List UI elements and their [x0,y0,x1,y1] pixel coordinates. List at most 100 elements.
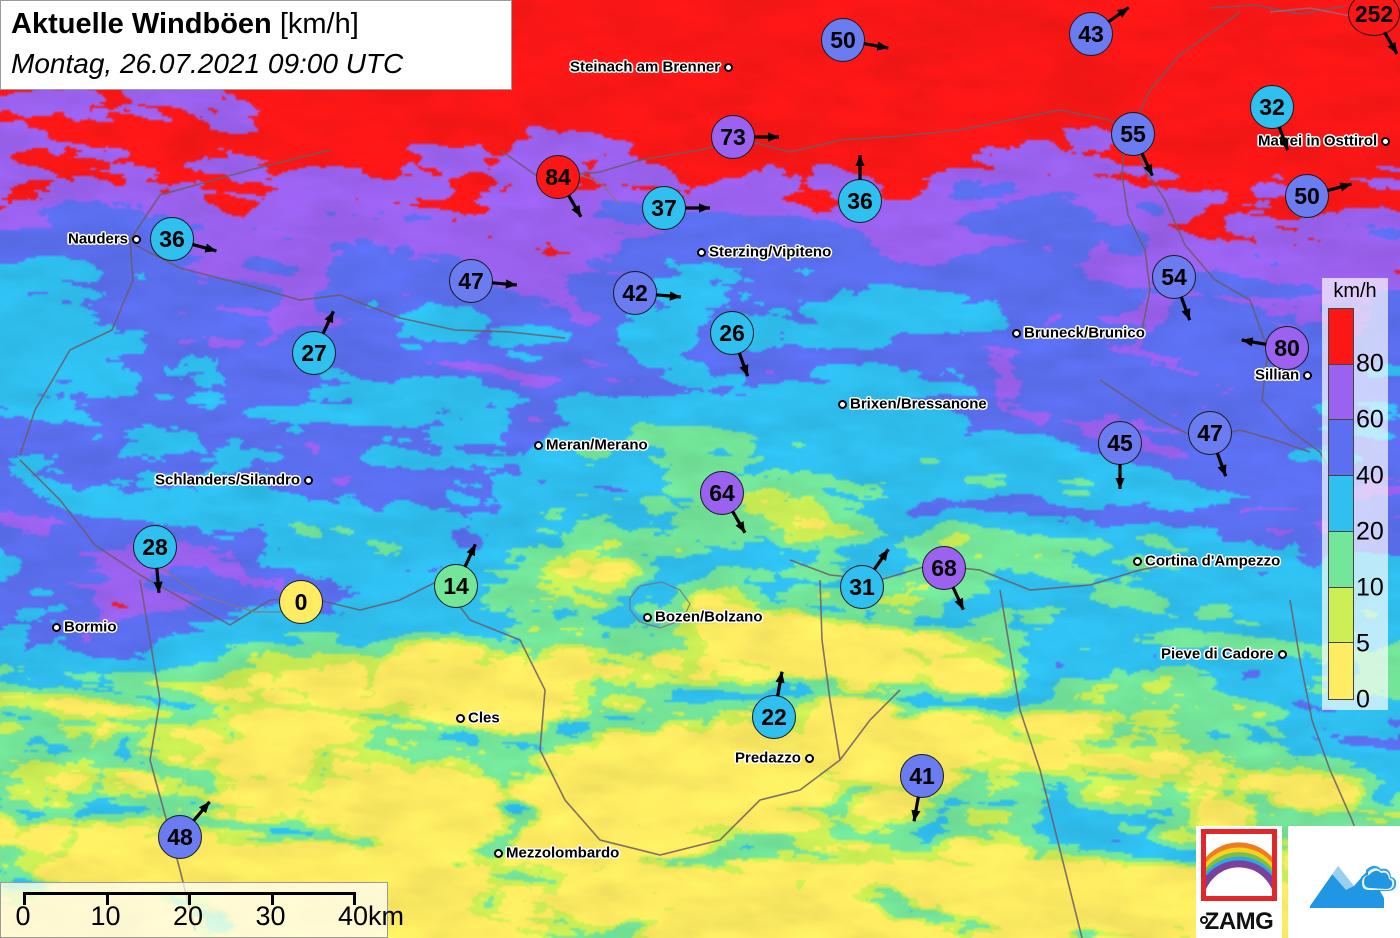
wind-station-marker[interactable]: 48 [158,800,211,859]
wind-gust-value: 252 [1348,0,1400,36]
city-label: Brixen/Bressanone [838,395,987,413]
city-label: Bormio [52,618,117,636]
wind-gust-value: 55 [1111,112,1155,156]
city-label: Bozen/Bolzano [643,608,763,626]
city-marker-dot [804,753,814,763]
city-label: Predazzo [735,749,814,767]
wind-station-marker[interactable]: 84 [536,155,583,218]
map-title-unit: [km/h] [279,8,359,40]
city-marker-dot [52,622,61,632]
map-title-main: Aktuelle Windböen [11,8,272,40]
scale-bar-labels: 0 10 20 30 40km [1,901,404,935]
wind-station-marker[interactable]: 28 [133,525,177,593]
wind-station-marker[interactable]: 73 [711,115,779,159]
city-name: Pieve di Cadore [1161,645,1274,663]
wind-gust-value: 47 [1188,411,1232,455]
wind-station-marker[interactable]: 68 [922,546,966,611]
wind-station-marker[interactable]: 41 [900,754,944,822]
legend-tick-60: 60 [1356,405,1384,434]
city-name: Matrei in Osttirol [1258,132,1378,150]
city-marker-dot [534,440,543,450]
wind-station-marker[interactable]: 22 [752,671,796,739]
wind-gust-value: 22 [752,695,796,739]
wind-station-marker[interactable]: 54 [1152,255,1196,321]
scale-label-4: 40km [337,901,405,931]
legend-tick-80: 80 [1356,349,1384,378]
city-name: Cortina d'Ampezzo [1145,552,1281,570]
wind-station-marker[interactable]: 252 [1348,0,1400,55]
degree-ring-icon [1200,916,1208,924]
city-label: Cortina d'Ampezzo [1133,552,1280,570]
city-name: Nauders [68,230,129,248]
scale-tick-3 [270,892,274,905]
wind-gust-value: 27 [292,331,336,375]
wind-station-marker[interactable]: 42 [613,271,681,315]
partner-logo [1288,826,1400,938]
city-label: Pieve di Cadore [1161,645,1287,663]
legend-title: km/h [1333,280,1377,302]
wind-station-marker[interactable]: 26 [710,311,754,377]
wind-gust-value: 28 [133,525,177,569]
city-marker-dot [838,399,847,409]
wind-station-marker[interactable]: 36 [838,155,882,223]
city-name: Bormio [64,618,117,636]
wind-gust-value: 73 [711,115,755,159]
wind-station-marker[interactable]: 50 [821,18,889,62]
wind-station-marker[interactable]: 0 [279,580,323,624]
wind-station-marker[interactable]: 80 [1241,326,1309,370]
zamg-rainbow-icon [1201,829,1277,901]
wind-station-marker[interactable]: 14 [434,543,478,608]
legend-band-20-40 [1329,476,1353,532]
wind-station-marker[interactable]: 43 [1069,6,1130,56]
wind-station-marker[interactable]: 27 [292,310,336,375]
city-marker-dot [494,848,503,858]
city-label: Bruneck/Brunico [1012,324,1145,342]
mountain-cloud-icon [1310,865,1397,908]
scale-label-1: 10 [90,901,121,931]
legend-band-40-60 [1329,420,1353,477]
wind-station-marker[interactable]: 47 [1188,411,1232,477]
wind-gust-value: 42 [613,271,657,315]
wind-gust-value: 47 [449,259,493,303]
city-marker-dot [724,62,734,72]
legend-band-60-80 [1329,364,1353,421]
scale-tick-2 [188,892,191,905]
wind-gust-value: 80 [1265,326,1309,370]
city-marker-dot [132,234,142,244]
city-name: Mezzolombardo [506,844,620,862]
legend-tick-20: 20 [1356,517,1384,546]
map-subtitle-timestamp: Montag, 26.07.2021 09:00 UTC [11,48,404,79]
wind-gust-value: 54 [1152,255,1196,299]
color-legend: km/h 80 60 40 20 10 5 0 [1322,278,1388,714]
zamg-wordmark: ZAMG [1204,908,1274,935]
wind-station-marker[interactable]: 36 [150,217,217,261]
scale-label-2: 20 [172,901,204,931]
wind-station-marker[interactable]: 45 [1098,421,1142,489]
legend-color-bar [1328,308,1354,700]
scale-tick-0 [23,892,26,905]
wind-station-marker[interactable]: 32 [1250,85,1294,151]
city-marker-dot [456,713,465,723]
wind-station-marker[interactable]: 55 [1111,112,1155,177]
wind-gust-value: 50 [1285,174,1329,218]
zamg-logo: ZAMG [1196,826,1282,938]
city-label: Steinach am Brenner [570,58,734,76]
wind-station-marker[interactable]: 47 [449,259,517,303]
wind-station-marker[interactable]: 50 [1285,174,1352,218]
city-name: Bozen/Bolzano [655,608,763,626]
city-marker-dot [1133,556,1142,566]
city-marker-dot [304,475,314,485]
wind-gust-value: 36 [150,217,194,261]
map-title: Aktuelle Windböen [km/h] [11,4,501,44]
city-name: Sillian [1255,366,1300,384]
wind-station-marker[interactable]: 64 [700,471,747,534]
city-name: Cles [468,709,500,727]
city-name: Predazzo [735,749,801,767]
wind-station-marker[interactable]: 31 [840,548,890,609]
map-title-box: Aktuelle Windböen [km/h] Montag, 26.07.2… [0,0,512,90]
wind-station-marker[interactable]: 37 [642,186,710,230]
city-label: Nauders [68,230,142,248]
city-marker-dot [1303,370,1313,380]
city-label: Matrei in Osttirol [1258,132,1391,150]
city-marker-dot [697,247,706,257]
